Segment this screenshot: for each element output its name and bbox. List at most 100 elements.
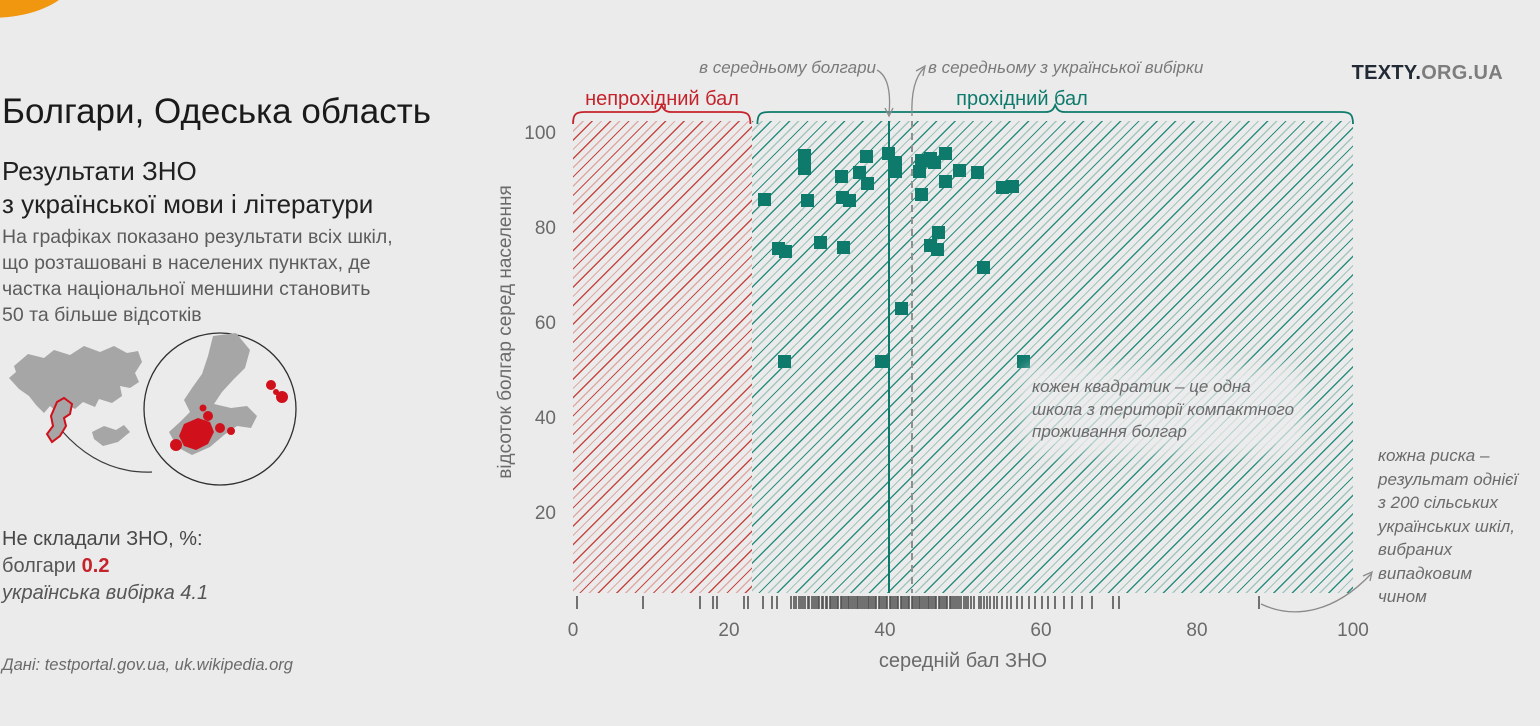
x-tick-label: 80: [1186, 620, 1208, 641]
rug-tick: [792, 596, 795, 609]
scatter-point: [798, 161, 812, 175]
x-tick-label: 100: [1337, 620, 1369, 641]
rug-tick: [1090, 596, 1093, 609]
rug-tick: [816, 596, 819, 609]
rug-tick: [910, 596, 913, 609]
scatter-point: [1006, 179, 1020, 193]
rug-tick: [940, 596, 943, 609]
rug-tick: [888, 596, 891, 609]
rug-tick: [850, 596, 853, 609]
rug-tick: [928, 596, 931, 609]
scatter-point: [777, 354, 791, 368]
region-fail-hatch: [573, 121, 753, 593]
rug-tick: [1258, 596, 1261, 609]
scatter-point: [996, 180, 1010, 194]
rug-tick: [977, 596, 980, 609]
rug-tick: [834, 596, 837, 609]
rug-tick: [913, 596, 916, 609]
rug-tick: [930, 596, 933, 609]
scatter-point: [928, 155, 942, 169]
rug-tick: [946, 596, 949, 609]
rug-tick: [891, 596, 894, 609]
rug-tick: [948, 596, 951, 609]
stats-bolgary-value: 0.2: [81, 555, 110, 577]
rug-tick: [866, 596, 869, 609]
rug-tick: [895, 596, 898, 609]
highlighted-region: [45, 396, 74, 444]
rug-tick: [830, 596, 833, 609]
rug-tick: [853, 596, 856, 609]
rug-tick: [813, 596, 816, 609]
rug-tick: [855, 596, 858, 609]
scatter-point: [859, 150, 873, 164]
rug-tick: [859, 596, 862, 609]
logo-secondary: ORG.UA: [1421, 62, 1503, 84]
rug-tick: [820, 596, 823, 609]
y-tick-label: 100: [524, 123, 556, 144]
rug-tick: [919, 596, 922, 609]
scatter-point: [971, 165, 985, 179]
scatter-point: [813, 236, 827, 250]
rug-tick: [989, 596, 992, 609]
rug-tick: [846, 596, 849, 609]
rug-tick: [798, 596, 801, 609]
scatter-point: [939, 175, 953, 189]
rug-tick: [845, 596, 847, 609]
rug-tick: [712, 596, 715, 609]
texty-logo: TEXTY.ORG.UA: [1352, 62, 1503, 85]
rug-tick: [937, 596, 940, 609]
rug-tick: [842, 596, 845, 609]
rug-tick: [826, 596, 829, 609]
rug-tick: [993, 596, 996, 609]
rug-tick: [933, 596, 936, 609]
rug-tick: [864, 596, 867, 609]
rug-tick: [879, 596, 882, 609]
rug-tick: [906, 596, 909, 609]
rug-tick: [789, 596, 792, 609]
squares-annotation: кожен квадратик – це одна школа з терито…: [1032, 376, 1295, 444]
stats-bolgary-line: болгари 0.2: [2, 553, 208, 580]
mean-bolgary-label: в середньому болгари: [699, 58, 876, 77]
rug-tick: [884, 596, 887, 609]
rug-tick: [877, 596, 880, 609]
rug-tick: [837, 596, 840, 609]
rug-tick: [868, 596, 871, 609]
logo-primary: TEXTY.: [1351, 62, 1422, 84]
rug-tick: [908, 596, 911, 609]
scatter-point: [976, 260, 990, 274]
stats-sample-label: українська вибірка: [2, 582, 181, 604]
stats-sample-line: українська вибірка 4.1: [2, 580, 208, 607]
rug-tick: [822, 596, 825, 609]
rug-tick: [901, 596, 904, 609]
scatter-point: [939, 147, 953, 161]
rug-tick: [799, 596, 802, 609]
rug-tick: [848, 596, 851, 609]
rug-tick: [923, 596, 925, 609]
rug-tick: [921, 596, 924, 609]
rug-tick: [983, 596, 986, 609]
page-description: На графіках показано результати всіх шкі…: [2, 226, 393, 326]
scatter-point: [915, 188, 929, 202]
rug-annotation: кожна риска – результат однієї з 200 сіл…: [1378, 446, 1518, 606]
ukraine-outline: [9, 346, 142, 413]
rug-tick: [1015, 596, 1018, 609]
stats-sample-value: 4.1: [180, 582, 209, 604]
stats-block: Не складали ЗНО, %: болгари 0.2 українсь…: [2, 526, 208, 607]
rug-tick: [939, 596, 942, 609]
scatter-point: [875, 354, 889, 368]
crimea: [92, 425, 130, 446]
rug-tick: [979, 596, 982, 609]
rug-tick: [935, 596, 938, 609]
map-connector-line: [61, 430, 153, 473]
rug-tick: [954, 596, 957, 609]
rug-tick: [955, 596, 958, 609]
y-tick-label: 80: [534, 218, 556, 239]
y-axis-title: відсоток болгар серед населення: [495, 185, 516, 479]
rug-tick: [841, 596, 844, 609]
rug-tick: [1005, 596, 1008, 609]
scatter-point: [852, 166, 866, 180]
rug-tick: [890, 596, 893, 609]
x-tick-label: 20: [718, 620, 740, 641]
data-source: Дані: testportal.gov.ua, uk.wikipedia.or…: [2, 656, 293, 674]
